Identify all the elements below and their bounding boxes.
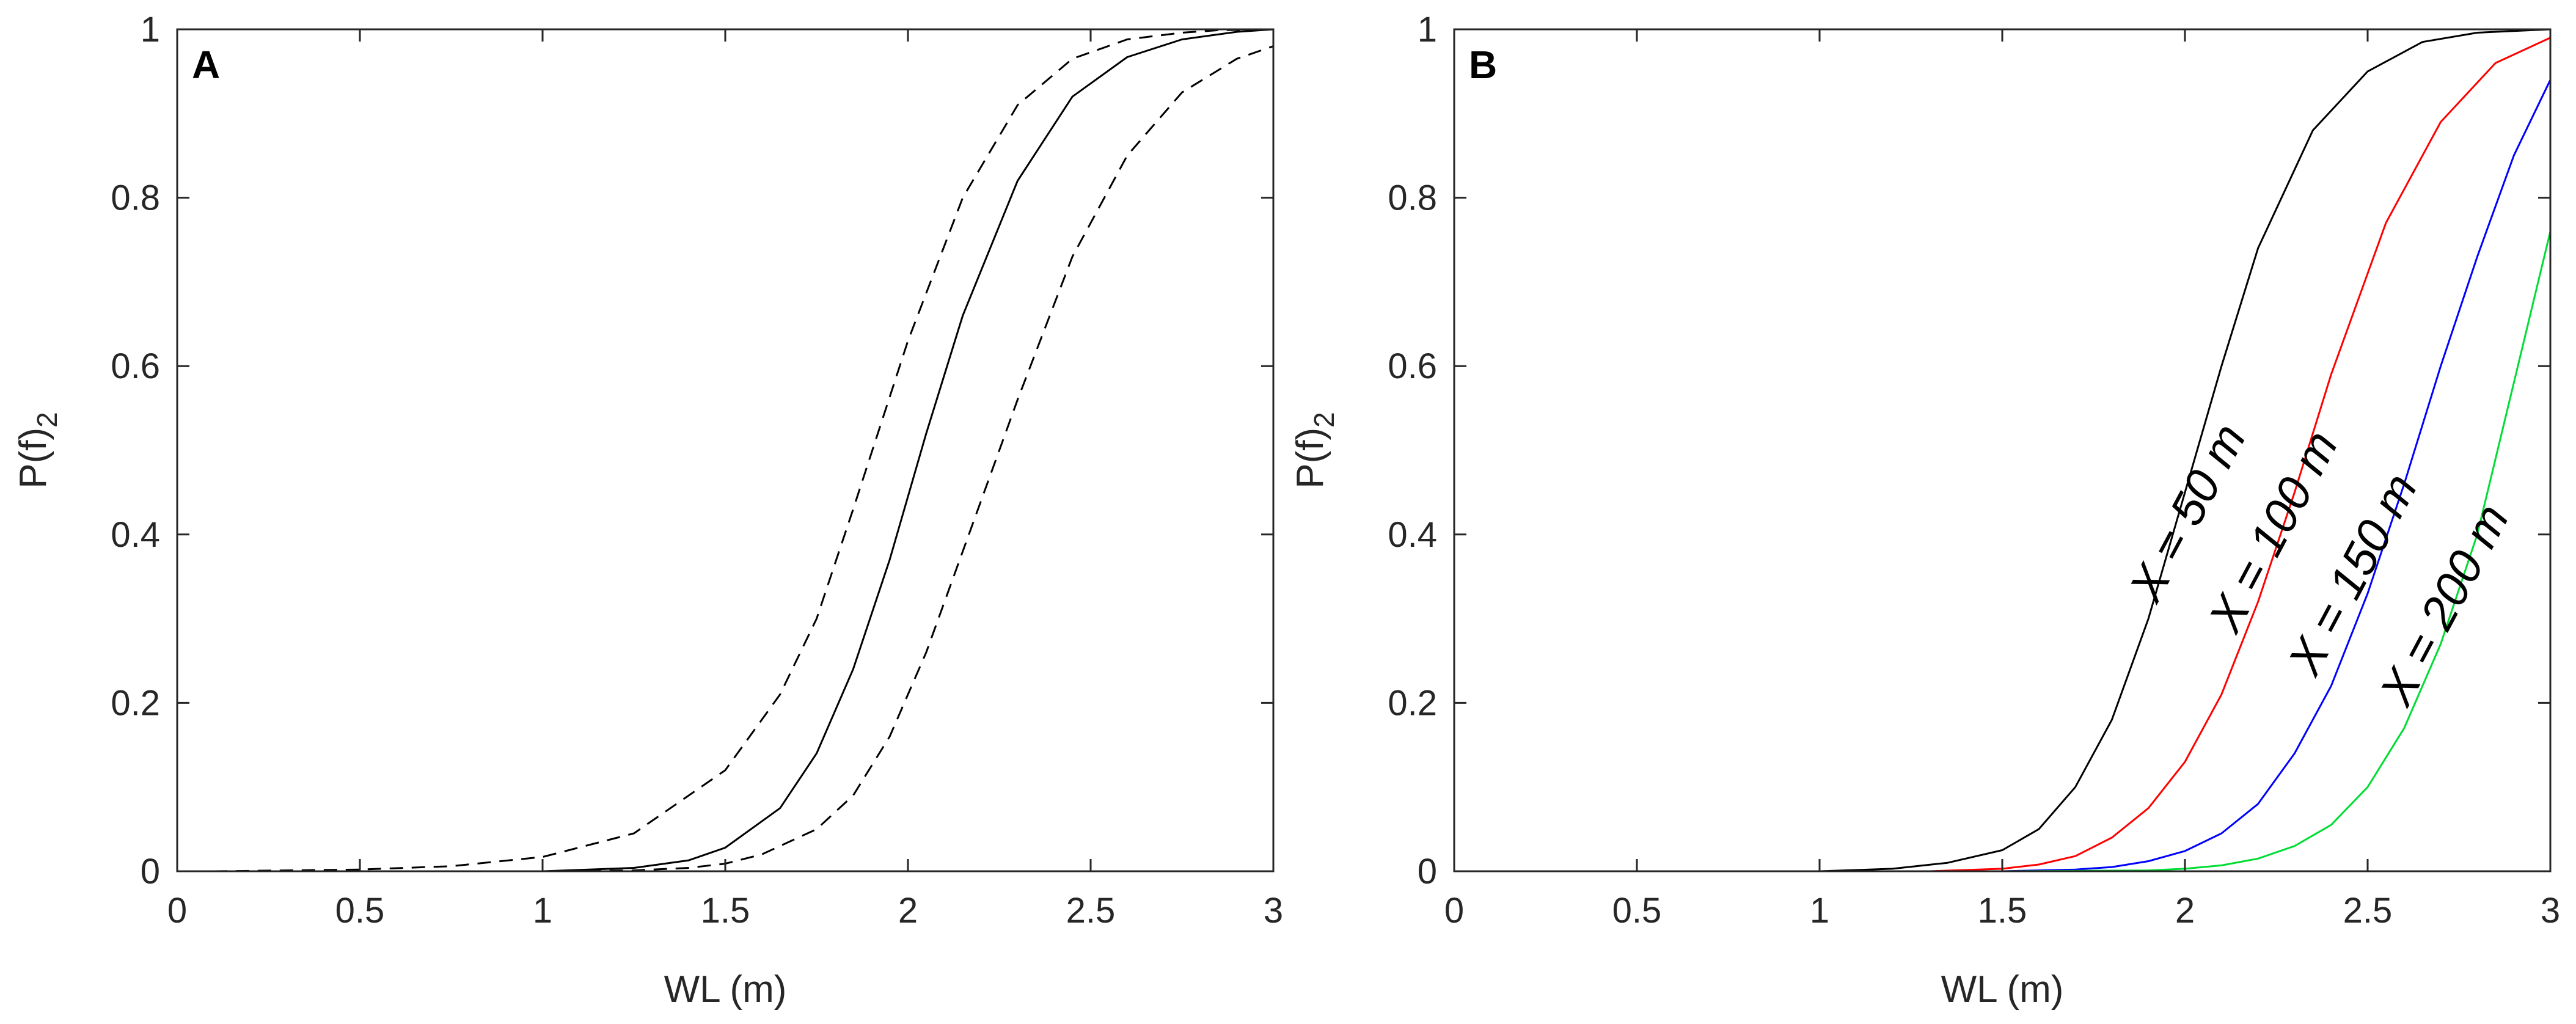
panel-b-x-tick-label: 0 [1444,891,1464,931]
panel-a-x-tick-label: 0 [167,891,187,931]
panel-b-y-tick-label: 0 [1418,852,1437,891]
panel-a-x-tick-label: 1 [533,891,552,931]
panel-a-y-axis-label-subscript: 2 [31,412,63,428]
panel-a-x-tick-label: 2.5 [1066,891,1116,931]
panel-b-y-tick-label: 0.8 [1388,178,1437,218]
panel-a-series-1-line [213,28,1274,872]
panel-a-y-tick-label: 0.4 [111,515,160,555]
panel-b-x-tick-label: 0.5 [1612,891,1662,931]
panel-a-tick-labels: 0 0.5 1 1.5 2 2.5 3 0 0.2 0.4 0.6 0.8 1 [111,10,1283,931]
panel-b-x-tick-label: 1 [1810,891,1829,931]
panel-b-y-tick-label: 0.4 [1388,515,1437,555]
panel-b-x-tick-label: 2 [2175,891,2195,931]
panel-a-series-2-line [213,28,1274,872]
panel-b-tick-labels: 0 0.5 1 1.5 2 2.5 3 0 0.2 0.4 0.6 0.8 1 [1388,10,2560,931]
panel-b-y-axis-label-subscript: 2 [1308,412,1340,428]
panel-a-x-tick-label: 2 [898,891,918,931]
panel-b-y-axis-label: P(f)2 [1289,412,1340,488]
panel-b-series-1-line [1490,28,2551,872]
panel-b-x-axis-label: WL (m) [1941,968,2064,1011]
panel-a-y-axis-label: P(f)2 [12,412,63,488]
panel-a-label: A [192,43,220,87]
panel-b-x-tick-label: 2.5 [2343,891,2393,931]
panel-b-y-tick-label: 1 [1418,10,1437,49]
panel-a-y-tick-label: 1 [141,10,160,49]
panel-b-y-axis-label-main: P(f) [1289,428,1331,489]
panel-a-x-axis-label: WL (m) [664,968,787,1011]
panel-a-y-axis-label-main: P(f) [12,428,54,489]
panel-a-y-tick-label: 0.8 [111,178,160,218]
panel-a-y-tick-label: 0 [141,852,160,891]
panel-b-y-tick-label: 0.2 [1388,683,1437,723]
panel-a-x-tick-label: 1.5 [701,891,750,931]
panel-a-ticks [176,28,1275,872]
panel-a-x-tick-label: 3 [1264,891,1283,931]
panel-b-y-tick-label: 0.6 [1388,346,1437,386]
panel-b-label: B [1469,43,1497,87]
panel-b-x-tick-label: 1.5 [1978,891,2027,931]
panel-b-ticks [1453,28,2552,872]
panel-a-y-tick-label: 0.2 [111,683,160,723]
panel-a-x-tick-label: 0.5 [335,891,385,931]
panel-a: 0 0.5 1 1.5 2 2.5 3 0 0.2 0.4 0.6 0.8 1 A WL (m) P(f… [12,10,1283,1011]
panel-b-x-tick-label: 3 [2541,891,2560,931]
panel-a-y-tick-label: 0.6 [111,346,160,386]
